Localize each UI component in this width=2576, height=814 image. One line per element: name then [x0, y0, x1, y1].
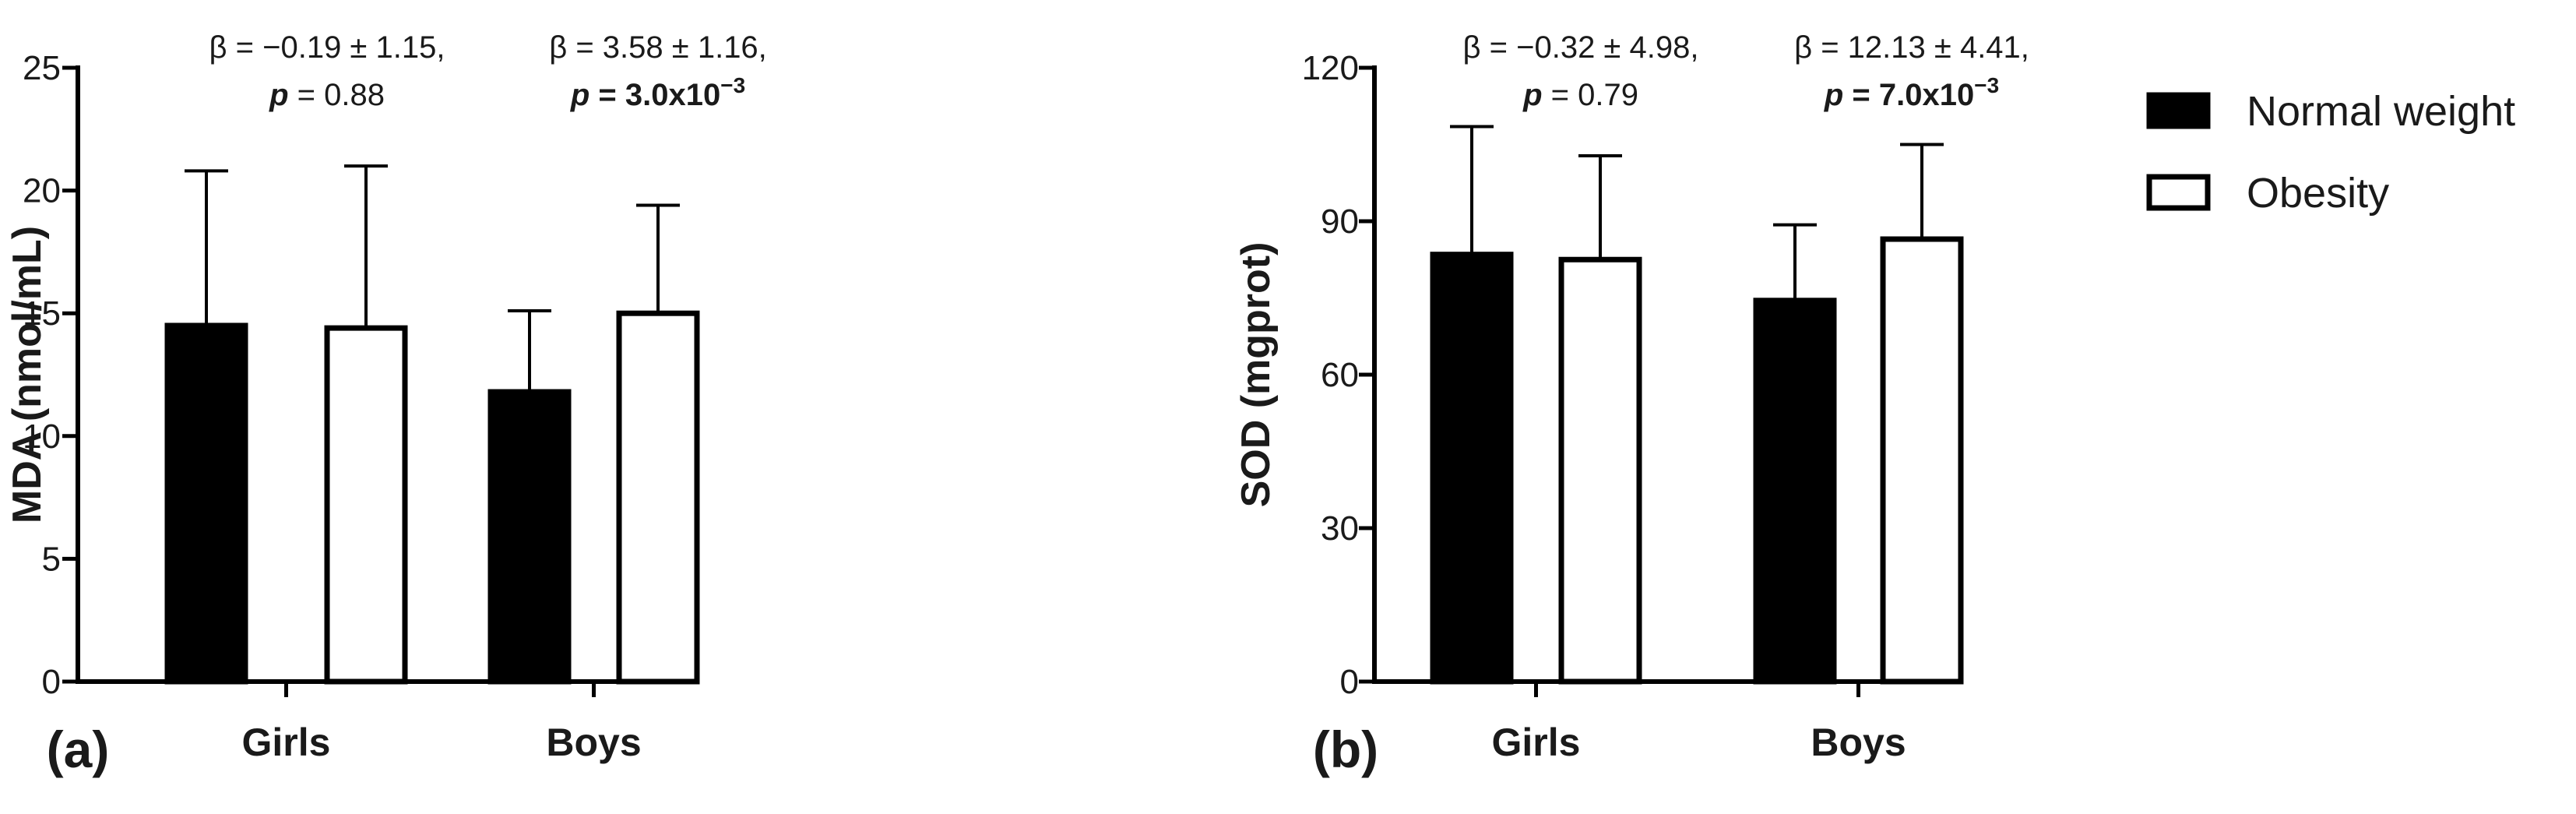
- legend-label-normal-weight: Normal weight: [2247, 88, 2515, 135]
- legend-label-obesity: Obesity: [2247, 170, 2389, 217]
- y-tick-label: 120: [1302, 49, 1359, 87]
- panel-label: (a): [47, 721, 110, 778]
- p-value: = 0.79: [1543, 78, 1638, 112]
- y-tick-label: 0: [1340, 663, 1359, 701]
- beta-annotation: β = 12.13 ± 4.41,: [1794, 30, 2029, 65]
- p-value-annotation: p = 3.0x10−3: [570, 73, 745, 112]
- y-tick-label: 60: [1321, 356, 1359, 394]
- p-symbol: p: [269, 78, 288, 112]
- bar-obesity-boys: [616, 310, 700, 685]
- y-axis-label: MDA (nmol/mL): [5, 226, 50, 523]
- y-tick-label: 20: [23, 172, 61, 210]
- legend-swatch-obesity: [2146, 174, 2211, 211]
- p-symbol: p: [1824, 78, 1843, 112]
- y-tick-label: 90: [1321, 203, 1359, 241]
- bar-obesity-boys: [1880, 236, 1964, 685]
- bar-normal-weight-girls: [164, 322, 248, 685]
- p-symbol: p: [570, 78, 589, 112]
- beta-annotation: β = 3.58 ± 1.16,: [549, 30, 767, 65]
- p-exponent: −3: [720, 73, 745, 97]
- p-symbol: p: [1522, 78, 1542, 112]
- legend: Normal weight Obesity: [2146, 88, 2515, 217]
- p-value: = 3.0x10: [589, 78, 720, 112]
- x-tick-label-girls: Girls: [242, 721, 331, 764]
- panel-label: (b): [1313, 721, 1378, 778]
- y-tick-label: 0: [42, 663, 61, 701]
- bar-obesity-girls: [1558, 256, 1642, 685]
- p-value-annotation: p = 0.79: [1522, 78, 1638, 112]
- bar-normal-weight-boys: [487, 389, 572, 685]
- panel-b: 0 30 60 90 120 Girls Boys SOD (mgprot) (b) β = −0…: [1233, 30, 2029, 778]
- legend-swatch-normal-weight: [2146, 92, 2211, 129]
- y-tick-label: 30: [1321, 509, 1359, 548]
- y-axis-label: SOD (mgprot): [1233, 242, 1279, 508]
- p-value-annotation: p = 7.0x10−3: [1824, 73, 1999, 112]
- p-value: = 7.0x10: [1843, 78, 1974, 112]
- y-tick-label: 25: [23, 49, 61, 87]
- x-tick-label-boys: Boys: [546, 721, 641, 764]
- p-exponent: −3: [1974, 73, 1999, 97]
- x-tick-label-girls: Girls: [1492, 721, 1581, 764]
- bar-normal-weight-boys: [1753, 298, 1837, 685]
- x-tick-label-boys: Boys: [1811, 721, 1906, 764]
- y-tick-label: 10: [23, 418, 61, 456]
- y-tick-label: 5: [42, 540, 61, 578]
- bar-normal-weight-girls: [1430, 252, 1514, 685]
- bar-obesity-girls: [324, 325, 408, 685]
- y-tick-label: 15: [23, 294, 61, 333]
- p-value: = 0.88: [289, 78, 385, 112]
- panel-a: 0 5 10 15 20 25 Girls Boys MDA (nmol/mL) (a) β = −…: [5, 30, 767, 778]
- beta-annotation: β = −0.19 ± 1.15,: [209, 30, 445, 65]
- beta-annotation: β = −0.32 ± 4.98,: [1463, 30, 1699, 65]
- p-value-annotation: p = 0.88: [269, 78, 385, 112]
